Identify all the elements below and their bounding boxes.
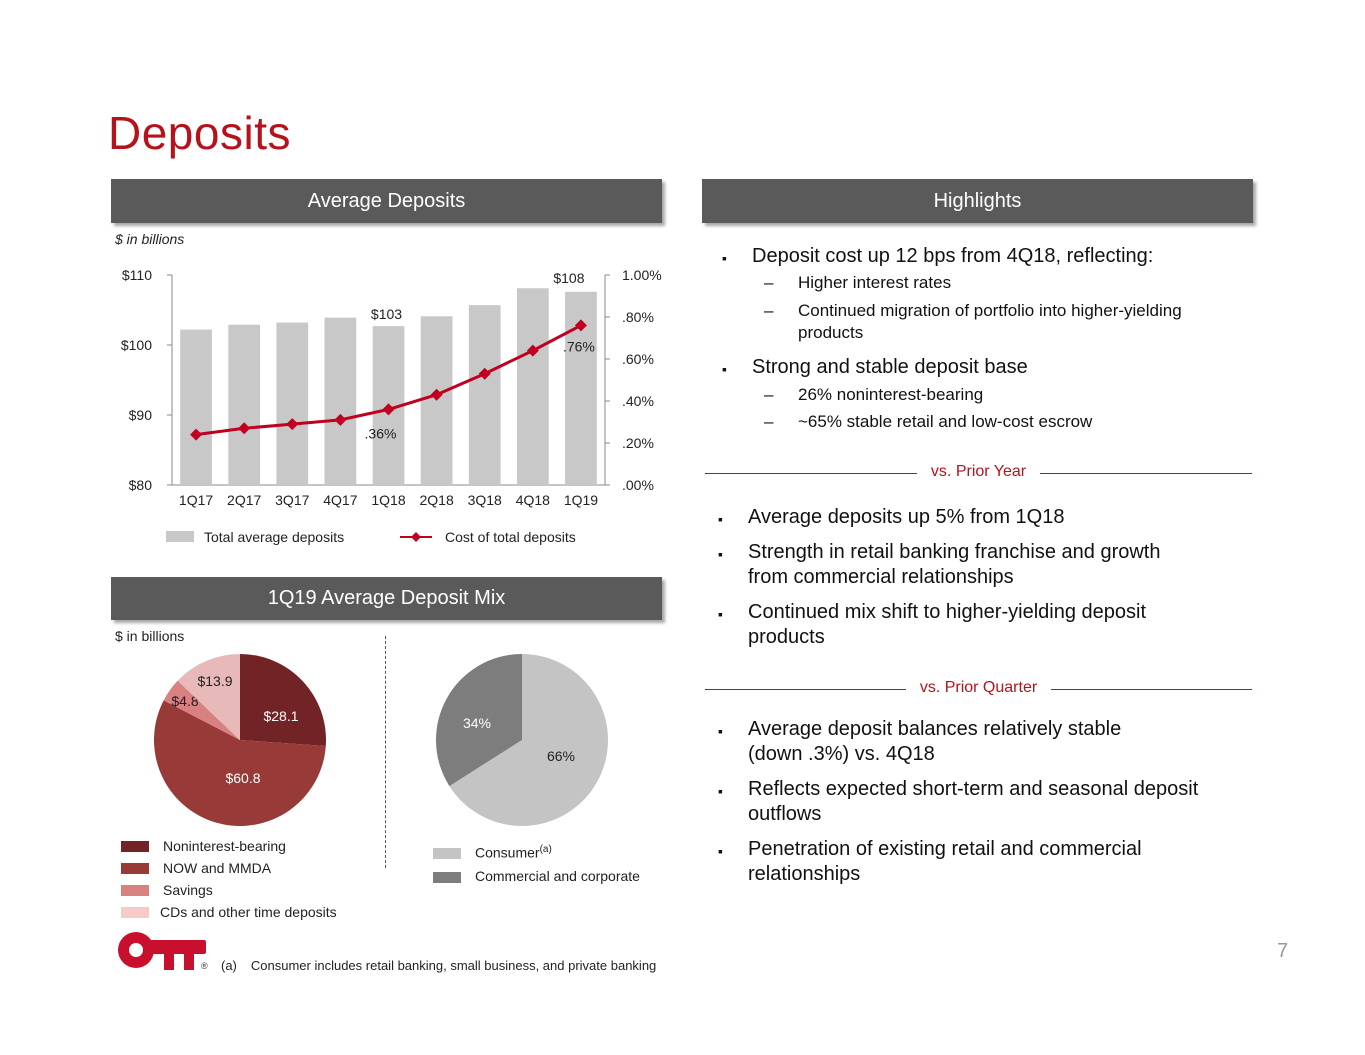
cost-point-4Q18 (526, 344, 539, 357)
bar-1Q17 (180, 329, 212, 485)
left-tick-label: $90 (129, 407, 153, 423)
prior-quarter-label: vs. Prior Quarter (905, 679, 1052, 696)
left-tick-label: $80 (129, 477, 153, 493)
pie-label: $13.9 (197, 673, 232, 689)
pie-slice-consumer (449, 654, 608, 826)
legend-label-line: Cost of total deposits (445, 529, 576, 545)
pie-label: $4.8 (171, 693, 198, 709)
legend-swatch (121, 885, 149, 896)
data-label: $108 (553, 270, 584, 286)
data-label: .36% (365, 425, 397, 441)
highlight-sub-migration-2: products (798, 323, 864, 342)
x-tick-label: 2Q17 (227, 492, 261, 508)
pie-label: 66% (547, 748, 575, 764)
bar-3Q18 (468, 305, 501, 485)
pie-label: $60.8 (225, 770, 260, 786)
legend-label: NOW and MMDA (163, 860, 272, 876)
cost-point-2Q17 (238, 422, 251, 435)
cost-point-4Q17 (334, 413, 347, 426)
right-tick-label: .40% (622, 393, 654, 409)
x-tick-label: 2Q18 (419, 492, 453, 508)
footnote: (a) Consumer includes retail banking, sma… (221, 958, 657, 973)
cost-point-1Q19 (574, 319, 587, 332)
data-label: .76% (563, 338, 595, 354)
highlight-sub-migration: – Continued migration of portfolio into h… (764, 301, 1182, 320)
deposit-mix-header: 1Q19 Average Deposit Mix (111, 577, 662, 620)
legend-swatch-bar (166, 531, 194, 542)
deposit-type-pie: $28.1 $60.8 $4.8 $13.9 (154, 654, 326, 826)
bar-3Q17 (276, 322, 309, 485)
cost-point-3Q17 (286, 418, 299, 431)
legend-label: Savings (163, 882, 213, 898)
x-tick-label: 1Q18 (371, 492, 405, 508)
page-title: Deposits (108, 107, 291, 159)
cost-point-1Q18 (382, 403, 395, 416)
average-deposits-header: Average Deposits (111, 179, 662, 223)
right-tick-label: .20% (622, 435, 654, 451)
bar-4Q17 (324, 317, 357, 485)
pie-slice-cds-and-other-time-deposits (177, 654, 240, 740)
legend-label: CDs and other time deposits (160, 904, 337, 920)
pie-slice-noninterest-bearing (240, 654, 326, 747)
x-tick-label: 4Q17 (323, 492, 357, 508)
highlight-sub-noninterest: –26% noninterest-bearing (764, 385, 984, 404)
units-note-mix: $ in billions (115, 628, 185, 644)
left-tick-label: $100 (121, 337, 152, 353)
right-tick-label: 1.00% (622, 267, 662, 283)
x-tick-label: 4Q18 (516, 492, 550, 508)
registered-mark: ® (201, 961, 208, 971)
average-deposits-chart: $80 $90 $100 $110 .00% .20% .40% .60% .80% 1.00% 1… (121, 267, 662, 545)
pie-divider (385, 636, 386, 868)
pie-slice-commercial-and-corporate (436, 654, 522, 787)
legend-swatch (121, 907, 149, 918)
legend-swatch (121, 841, 149, 852)
company-logo (118, 932, 206, 970)
legend-swatch (121, 863, 149, 874)
highlights-header: Highlights (702, 179, 1253, 223)
cost-point-1Q17 (190, 428, 203, 441)
pie-label: 34% (463, 715, 491, 731)
page-number: 7 (1277, 940, 1289, 962)
legend-label-commercial: Commercial and corporate (475, 868, 640, 884)
highlight-sub-escrow: – ~65% stable retail and low-cost escrow (764, 412, 1093, 431)
right-tick-label: .80% (622, 309, 654, 325)
legend-label-consumer: Consumer(a) (475, 844, 552, 861)
highlight-sub-rates: – Higher interest rates (764, 273, 952, 292)
right-tick-label: .00% (622, 477, 654, 493)
legend-swatch-commercial (433, 872, 461, 883)
right-tick-label: .60% (622, 351, 654, 367)
prior-year-label: vs. Prior Year (916, 463, 1041, 480)
x-tick-label: 1Q19 (564, 492, 598, 508)
x-tick-label: 1Q17 (179, 492, 213, 508)
legend-label: Noninterest-bearing (163, 838, 286, 854)
pie-slice-savings (163, 680, 240, 740)
units-note: $ in billions (115, 231, 185, 247)
pie-label: $28.1 (263, 708, 298, 724)
bar-4Q18 (516, 288, 549, 485)
legend-label-bar: Total average deposits (204, 529, 344, 545)
pie-slice-now-and-mmda (154, 700, 326, 826)
x-tick-label: 3Q17 (275, 492, 309, 508)
cost-point-3Q18 (478, 367, 491, 380)
left-tick-label: $110 (122, 267, 152, 283)
legend-marker-line (411, 532, 421, 542)
data-label: $103 (371, 306, 402, 322)
customer-segment-pie: 66% 34% (436, 654, 608, 826)
legend-swatch-consumer (433, 848, 461, 859)
x-tick-label: 3Q18 (468, 492, 502, 508)
bar-2Q17 (228, 324, 261, 485)
cost-point-2Q18 (430, 388, 443, 401)
